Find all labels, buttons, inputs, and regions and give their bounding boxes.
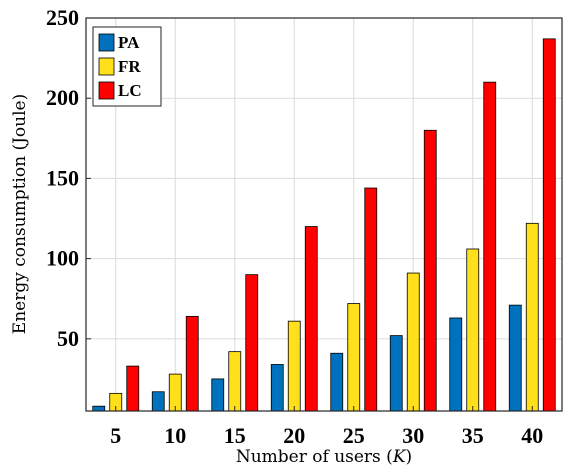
legend-swatch-fr: [98, 57, 115, 76]
bar-lc-15: [245, 274, 259, 412]
x-tick-label: 35: [462, 423, 484, 448]
bar-pa-20: [270, 364, 284, 412]
bar-pa-10: [151, 391, 165, 412]
bar-pa-5: [92, 405, 106, 412]
bar-fr-10: [168, 373, 182, 412]
bar-fr-35: [466, 248, 480, 412]
legend: PA FR LC: [92, 26, 162, 107]
legend-label-lc: LC: [118, 81, 142, 100]
legend-swatch-pa: [98, 33, 115, 52]
bar-pa-30: [389, 335, 403, 412]
x-tick-label: 15: [224, 423, 246, 448]
y-tick-label: 200: [46, 85, 79, 110]
bar-lc-35: [483, 81, 497, 412]
legend-swatch-lc: [98, 81, 115, 100]
x-tick-labels: 5 10 15 20 25 30 35 40: [110, 406, 543, 448]
legend-label-fr: FR: [118, 57, 141, 76]
bar-lc-5: [126, 365, 140, 412]
x-tick-label: 25: [343, 423, 365, 448]
bar-fr-30: [406, 272, 420, 412]
x-axis-label: Number of users (K): [236, 447, 412, 467]
bar-fr-15: [228, 351, 242, 412]
bar-pa-25: [330, 352, 344, 412]
y-tick-label: 50: [57, 326, 79, 351]
bar-fr-20: [287, 320, 301, 412]
bar-pa-40: [508, 304, 522, 412]
y-tick-label: 150: [46, 165, 79, 190]
x-tick-label: 30: [402, 423, 424, 448]
bar-lc-20: [304, 226, 318, 412]
x-axis-label-text: Number of users (: [236, 447, 393, 467]
y-tick-label: 250: [46, 5, 79, 30]
x-tick-label: 40: [521, 423, 543, 448]
legend-label-pa: PA: [118, 33, 140, 52]
x-axis-label-close: ): [406, 447, 413, 467]
y-tick-label: 100: [46, 246, 79, 271]
bar-fr-25: [347, 303, 361, 412]
bar-lc-30: [423, 129, 437, 412]
bar-fr-40: [525, 222, 539, 412]
x-tick-label: 10: [164, 423, 186, 448]
plot-area: [86, 18, 562, 411]
bar-lc-25: [364, 187, 378, 412]
x-tick-label: 20: [283, 423, 305, 448]
bar-pa-35: [449, 317, 463, 412]
plot-frame: [85, 17, 563, 412]
bar-pa-15: [211, 378, 225, 412]
x-axis-label-variable: K: [392, 447, 407, 467]
y-tick-labels: 50 100 150 200 250: [46, 5, 91, 351]
bar-lc-40: [542, 38, 556, 412]
x-tick-label: 5: [110, 423, 121, 448]
y-axis-label: Energy consumption (Joule): [10, 94, 30, 334]
bar-lc-10: [185, 315, 199, 412]
